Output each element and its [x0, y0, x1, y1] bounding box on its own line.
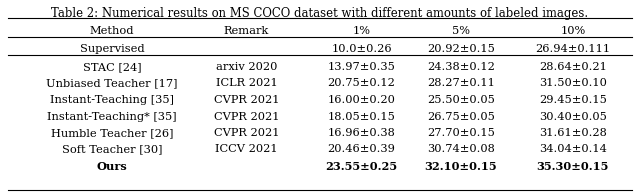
Text: Remark: Remark	[224, 26, 269, 36]
Text: 16.96±0.38: 16.96±0.38	[328, 128, 396, 138]
Text: 18.05±0.15: 18.05±0.15	[328, 112, 396, 121]
Text: 25.50±0.05: 25.50±0.05	[427, 95, 495, 105]
Text: Ours: Ours	[97, 161, 127, 172]
Text: Method: Method	[90, 26, 134, 36]
Text: Soft Teacher [30]: Soft Teacher [30]	[61, 144, 163, 154]
Text: 26.94±0.111: 26.94±0.111	[535, 44, 611, 54]
Text: Supervised: Supervised	[80, 44, 144, 54]
Text: 34.04±0.14: 34.04±0.14	[539, 144, 607, 154]
Text: 1%: 1%	[353, 26, 371, 36]
Text: CVPR 2021: CVPR 2021	[214, 112, 279, 121]
Text: ICLR 2021: ICLR 2021	[216, 79, 277, 89]
Text: 10.0±0.26: 10.0±0.26	[332, 44, 392, 54]
Text: 30.74±0.08: 30.74±0.08	[427, 144, 495, 154]
Text: 31.61±0.28: 31.61±0.28	[539, 128, 607, 138]
Text: ICCV 2021: ICCV 2021	[215, 144, 278, 154]
Text: Table 2: Numerical results on MS COCO dataset with different amounts of labeled : Table 2: Numerical results on MS COCO da…	[51, 7, 589, 20]
Text: 10%: 10%	[560, 26, 586, 36]
Text: 32.10±0.15: 32.10±0.15	[424, 161, 497, 172]
Text: 30.40±0.05: 30.40±0.05	[539, 112, 607, 121]
Text: 29.45±0.15: 29.45±0.15	[539, 95, 607, 105]
Text: Instant-Teaching* [35]: Instant-Teaching* [35]	[47, 112, 177, 121]
Text: 28.27±0.11: 28.27±0.11	[427, 79, 495, 89]
Text: Unbiased Teacher [17]: Unbiased Teacher [17]	[46, 79, 178, 89]
Text: 26.75±0.05: 26.75±0.05	[427, 112, 495, 121]
Text: CVPR 2021: CVPR 2021	[214, 128, 279, 138]
Text: Instant-Teaching [35]: Instant-Teaching [35]	[50, 95, 174, 105]
Text: 28.64±0.21: 28.64±0.21	[539, 62, 607, 72]
Text: 24.38±0.12: 24.38±0.12	[427, 62, 495, 72]
Text: arxiv 2020: arxiv 2020	[216, 62, 277, 72]
Text: 20.75±0.12: 20.75±0.12	[328, 79, 396, 89]
Text: 20.92±0.15: 20.92±0.15	[427, 44, 495, 54]
Text: STAC [24]: STAC [24]	[83, 62, 141, 72]
Text: 35.30±0.15: 35.30±0.15	[536, 161, 609, 172]
Text: 31.50±0.10: 31.50±0.10	[539, 79, 607, 89]
Text: 20.46±0.39: 20.46±0.39	[328, 144, 396, 154]
Text: 23.55±0.25: 23.55±0.25	[326, 161, 397, 172]
Text: 5%: 5%	[452, 26, 470, 36]
Text: 16.00±0.20: 16.00±0.20	[328, 95, 396, 105]
Text: 27.70±0.15: 27.70±0.15	[427, 128, 495, 138]
Text: 13.97±0.35: 13.97±0.35	[328, 62, 396, 72]
Text: CVPR 2021: CVPR 2021	[214, 95, 279, 105]
Text: Humble Teacher [26]: Humble Teacher [26]	[51, 128, 173, 138]
